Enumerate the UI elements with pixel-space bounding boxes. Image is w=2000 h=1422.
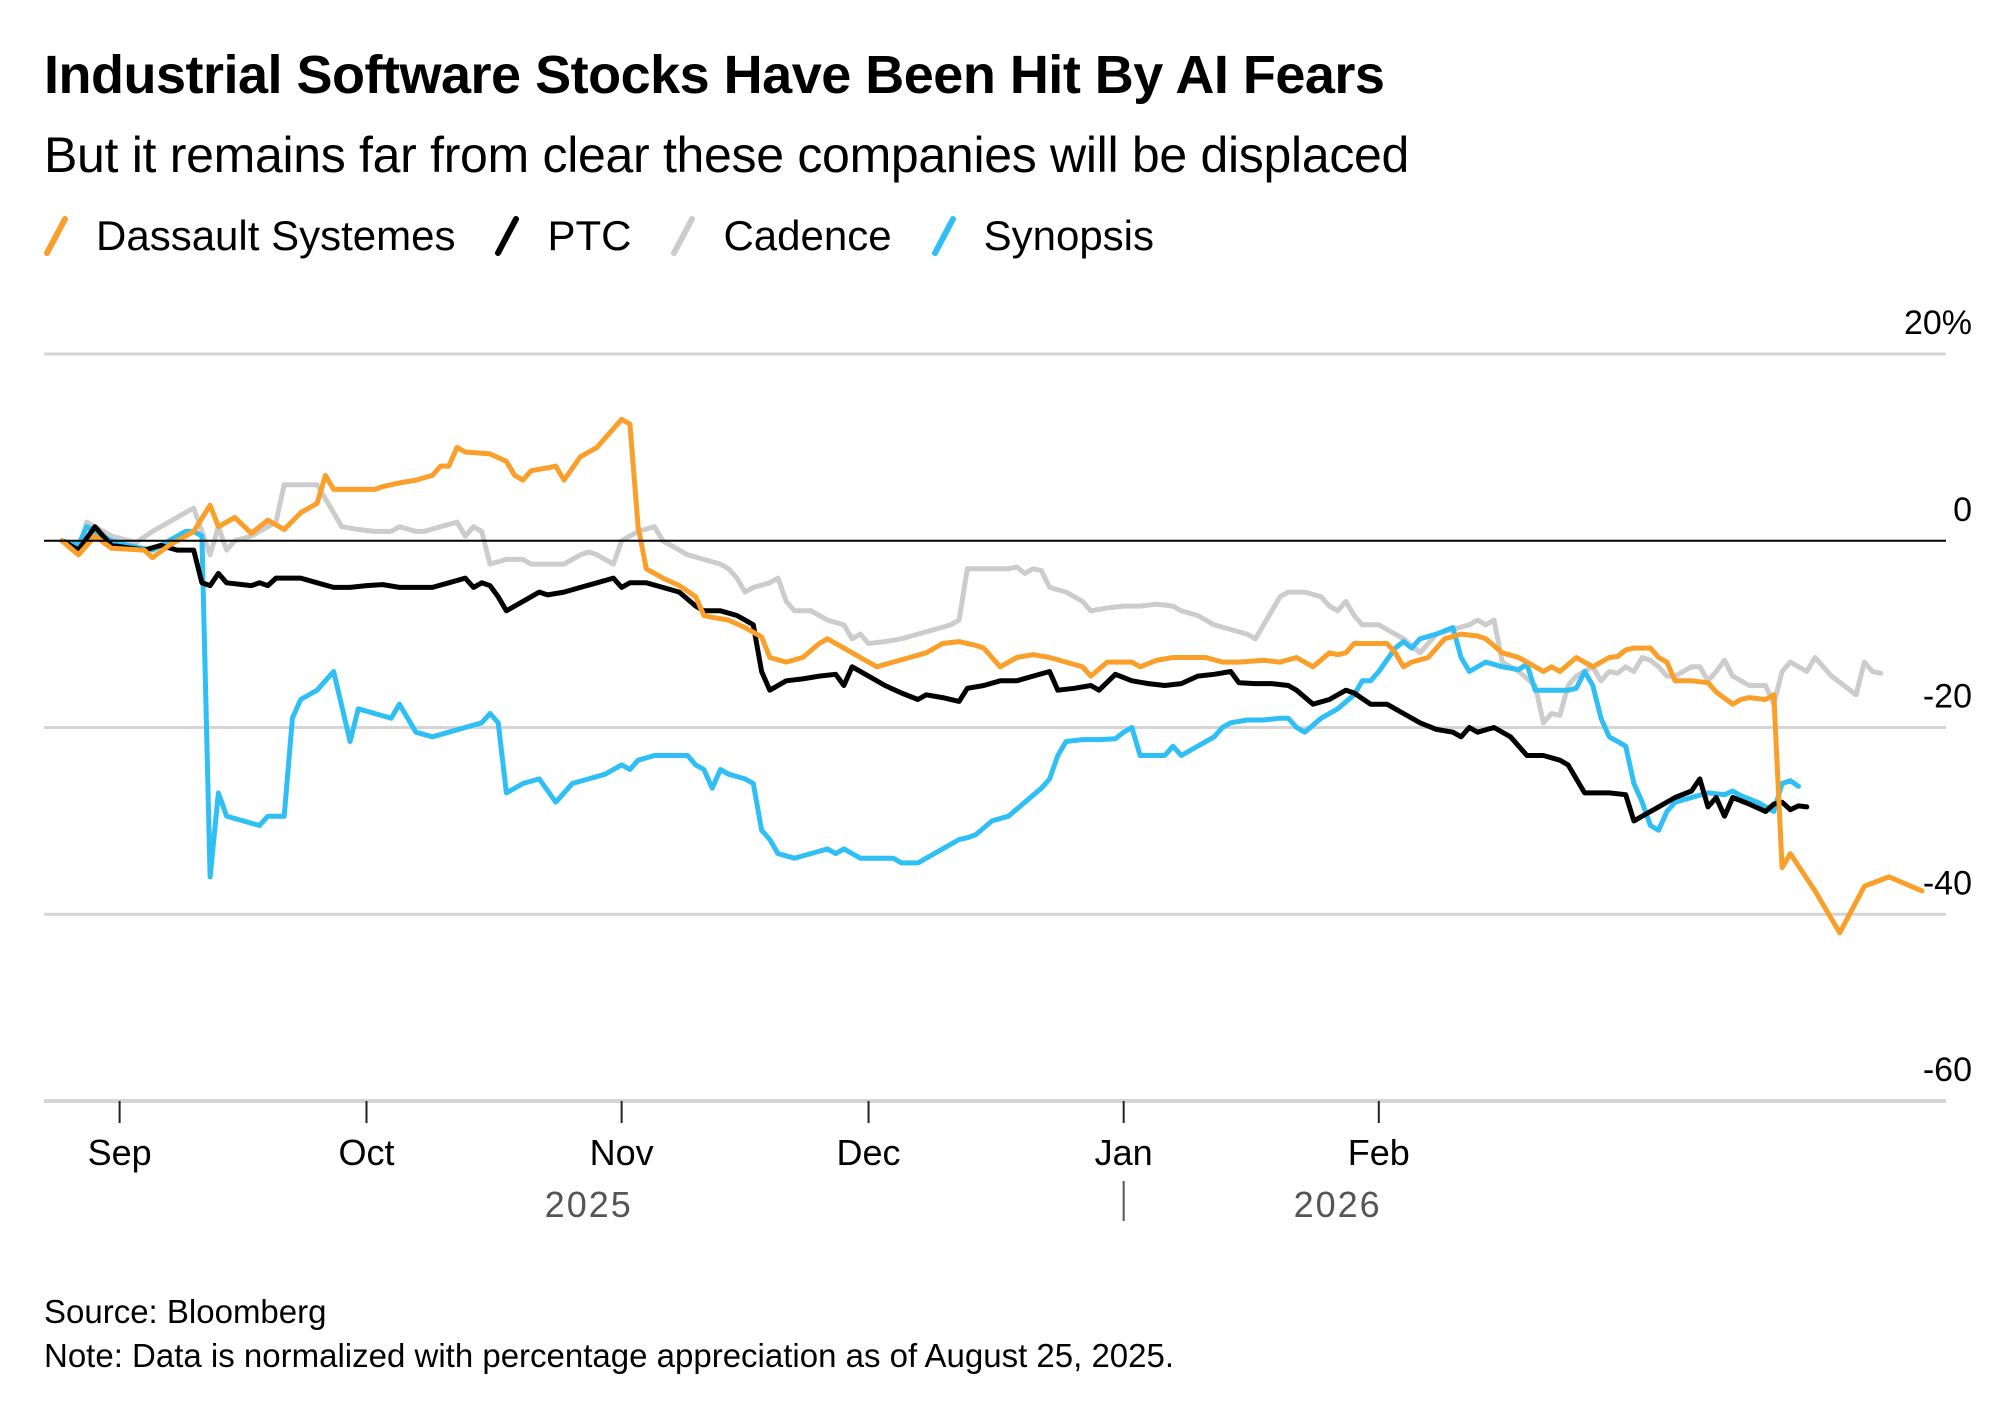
series-line-cadence	[59, 482, 1884, 726]
y-tick-label: 20%	[1904, 304, 1972, 342]
legend-label-cadence: Cadence	[723, 212, 892, 259]
y-tick-label: 0	[1953, 491, 1972, 529]
year-label: 2026	[1294, 1184, 1382, 1225]
chart-subtitle: But it remains far from clear these comp…	[44, 127, 1410, 183]
source-note: Source: Bloomberg	[44, 1293, 327, 1330]
year-label: 2025	[545, 1184, 633, 1225]
legend-label-dassault: Dassault Systemes	[96, 212, 456, 259]
legend-swatch-line-icon	[44, 216, 68, 256]
legend-swatch-cadence	[671, 216, 696, 256]
legend-swatch-ptc	[495, 216, 520, 256]
series-line-dassault	[59, 416, 1925, 936]
series-line-ptc	[59, 524, 1810, 824]
axes: 20% 0 -20 -40 -60 Sep Oct Nov Dec Jan Feb 2025 2026	[44, 304, 1972, 1225]
legend-item-cadence: Cadence	[671, 212, 892, 260]
x-tick-label: Jan	[1095, 1132, 1153, 1173]
legend: Dassault Systemes PTC Cadence Synopsis	[44, 212, 1194, 260]
legend-item-synopsis: Synopsis	[931, 212, 1155, 260]
legend-label-synopsis: Synopsis	[983, 212, 1155, 259]
legend-swatch-line-icon	[671, 216, 696, 256]
gridlines	[44, 352, 1946, 916]
x-tick-label: Sep	[88, 1132, 152, 1173]
legend-swatch-synopsis	[931, 216, 956, 256]
footnote: Note: Data is normalized with percentage…	[44, 1337, 1175, 1374]
y-tick-label: -40	[1923, 864, 1972, 902]
legend-swatch-line-icon	[931, 216, 956, 256]
y-tick-label: -60	[1923, 1051, 1972, 1089]
chart-title: Industrial Software Stocks Have Been Hit…	[44, 45, 1385, 105]
x-tick-label: Dec	[837, 1132, 901, 1173]
legend-item-ptc: PTC	[495, 212, 631, 260]
legend-item-dassault: Dassault Systemes	[44, 212, 455, 260]
series-lines	[59, 416, 1925, 936]
legend-swatch-line-icon	[495, 216, 520, 256]
legend-swatch-dassault	[44, 216, 68, 256]
x-tick-label: Nov	[590, 1132, 654, 1173]
x-tick-label: Feb	[1348, 1132, 1410, 1173]
y-tick-label: -20	[1923, 678, 1972, 716]
x-tick-label: Oct	[339, 1132, 395, 1173]
legend-label-ptc: PTC	[547, 212, 632, 259]
line-chart: 20% 0 -20 -40 -60 Sep Oct Nov Dec Jan Feb 2025 2026	[44, 304, 1972, 1225]
series-line-synopsis	[59, 524, 1801, 880]
